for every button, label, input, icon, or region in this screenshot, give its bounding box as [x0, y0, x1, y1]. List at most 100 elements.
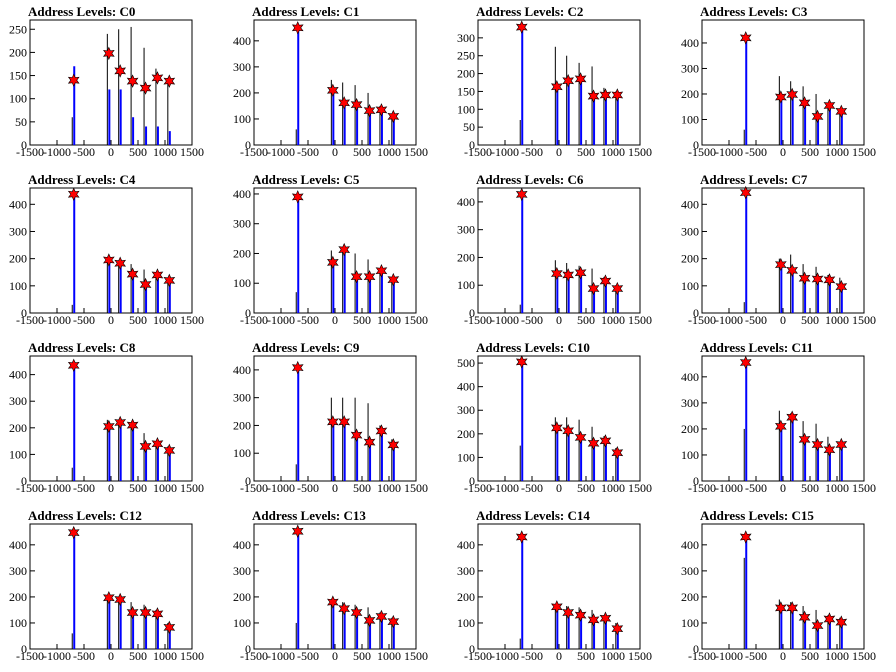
x-tick-label: 0	[780, 145, 786, 159]
peak-marker	[550, 266, 563, 281]
peak-marker	[363, 103, 376, 118]
peak-marker	[387, 614, 400, 629]
x-tick-label: 500	[577, 145, 595, 159]
x-tick-label: -500	[521, 145, 543, 159]
chart-title: Address Levels: C1	[252, 4, 359, 19]
y-tick-label: 100	[233, 276, 251, 290]
y-tick-label: 0	[693, 138, 699, 152]
x-tick-label: 0	[780, 313, 786, 327]
peak-marker	[835, 104, 848, 119]
peak-marker	[338, 242, 351, 257]
peak-marker	[114, 256, 127, 271]
peak-marker	[139, 277, 152, 292]
peak-marker	[102, 590, 115, 605]
peak-marker	[114, 592, 127, 607]
x-tick-label: 1000	[825, 481, 849, 495]
x-tick-label: 1000	[825, 649, 849, 663]
peak-marker	[611, 281, 624, 296]
chart-title: Address Levels: C9	[252, 340, 360, 355]
peak-marker	[562, 268, 575, 282]
x-tick-label: 0	[332, 481, 338, 495]
y-tick-label: 400	[9, 368, 27, 382]
y-tick-label: 100	[457, 278, 475, 292]
x-tick-label: -1000	[43, 313, 71, 327]
x-tick-label: -1500	[240, 649, 268, 663]
y-tick-label: 0	[469, 306, 475, 320]
y-tick-label: 50	[463, 120, 475, 134]
x-tick-label: 1500	[180, 481, 204, 495]
peak-marker	[375, 103, 388, 117]
x-tick-label: -1500	[688, 649, 716, 663]
peak-marker	[515, 187, 528, 202]
x-tick-label: 0	[780, 481, 786, 495]
y-tick-label: 250	[9, 22, 27, 36]
x-tick-label: -1500	[464, 145, 492, 159]
y-tick-label: 200	[9, 590, 27, 604]
peak-marker	[550, 421, 563, 435]
y-tick-label: 100	[233, 446, 251, 460]
x-tick-label: -500	[297, 145, 319, 159]
x-tick-label: -500	[73, 649, 95, 663]
x-tick-label: 1000	[153, 649, 177, 663]
peak-marker	[163, 74, 176, 88]
peak-marker	[139, 605, 152, 620]
y-tick-label: 200	[457, 250, 475, 264]
y-tick-label: 400	[457, 380, 475, 394]
x-tick-label: 0	[108, 649, 114, 663]
peak-marker	[114, 64, 127, 78]
peak-marker	[550, 600, 563, 614]
x-tick-label: 1500	[180, 649, 204, 663]
chart-panel: Address Levels: C2 0 50 100 150 200 250 300 -150…	[457, 4, 652, 159]
x-tick-label: -1000	[267, 313, 295, 327]
chart-panel: Address Levels: C3 0 100 200 300 400 -1500 -100…	[681, 4, 876, 159]
x-tick-label: -500	[297, 313, 319, 327]
x-tick-label: 500	[801, 649, 819, 663]
peak-marker	[611, 621, 624, 636]
x-tick-label: -1500	[240, 481, 268, 495]
x-tick-label: -500	[73, 145, 95, 159]
y-tick-label: 200	[681, 422, 699, 436]
peak-marker	[126, 74, 139, 88]
peak-marker	[562, 605, 575, 620]
y-tick-label: 100	[681, 616, 699, 630]
x-tick-label: 0	[332, 649, 338, 663]
peak-marker	[350, 269, 363, 284]
chart-panel: Address Levels: C10 0 100 200 300 400 500 -1500…	[457, 340, 652, 495]
peak-marker	[786, 601, 799, 615]
y-tick-label: 50	[15, 115, 27, 129]
peak-marker	[835, 437, 848, 452]
y-tick-label: 300	[9, 224, 27, 238]
chart-panel: Address Levels: C14 0 100 200 300 400 -1500 -10…	[457, 508, 652, 663]
x-tick-label: -1500	[16, 481, 44, 495]
x-tick-label: 1000	[377, 481, 401, 495]
peak-marker	[786, 263, 799, 278]
x-tick-label: 1500	[628, 649, 652, 663]
chart-panel: Address Levels: C11 0 100 200 300 400 -1500 -10…	[681, 340, 876, 495]
peak-marker	[823, 443, 836, 457]
peak-marker	[811, 272, 824, 286]
peak-marker	[326, 595, 339, 609]
x-tick-label: -1500	[240, 313, 268, 327]
chart-title: Address Levels: C12	[28, 508, 142, 523]
x-tick-label: -500	[745, 481, 767, 495]
y-tick-label: 200	[681, 252, 699, 266]
x-tick-label: 500	[353, 313, 371, 327]
peak-marker	[515, 530, 528, 544]
y-tick-label: 100	[9, 92, 27, 106]
x-tick-label: 500	[801, 145, 819, 159]
y-tick-label: 100	[457, 616, 475, 630]
x-tick-label: -1000	[715, 649, 743, 663]
y-tick-label: 300	[681, 61, 699, 75]
peak-marker	[587, 436, 600, 451]
peak-marker	[562, 73, 575, 88]
x-tick-label: -1500	[16, 145, 44, 159]
x-tick-label: -1000	[43, 145, 71, 159]
peak-marker	[151, 437, 164, 451]
peak-marker	[739, 185, 752, 200]
x-tick-label: 0	[332, 313, 338, 327]
peak-marker	[338, 601, 351, 616]
chart-panel: Address Levels: C4 0 100 200 300 400 -1500 -100…	[9, 172, 204, 327]
peak-marker	[291, 21, 304, 35]
x-tick-label: 0	[556, 649, 562, 663]
x-tick-label: 500	[129, 649, 147, 663]
